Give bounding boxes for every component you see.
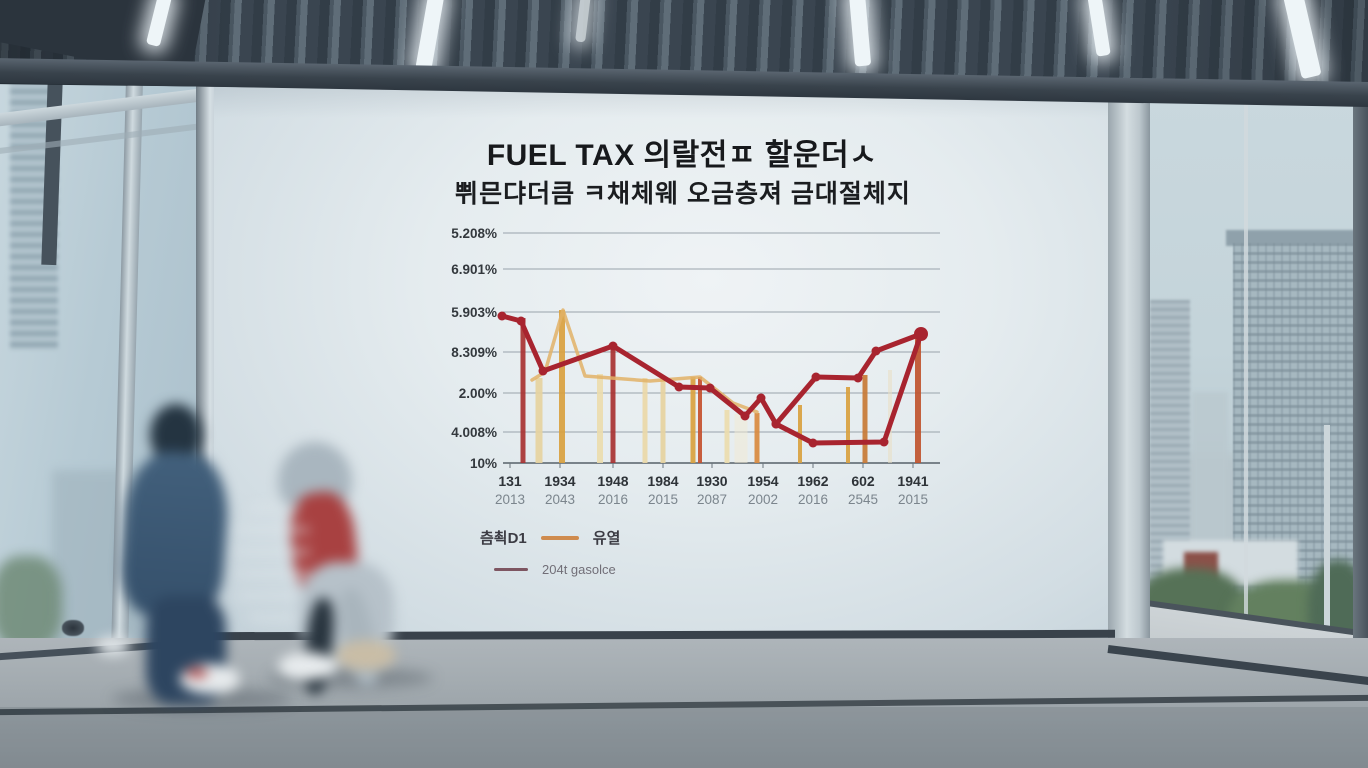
legend-swatch-orange [540, 535, 579, 540]
bar [888, 370, 892, 463]
red-line-branch-marker [871, 346, 881, 356]
legend-label-gasoline: 204t gasolce [542, 562, 616, 577]
x-axis-label-bottom: 2016 [798, 492, 828, 507]
x-axis-label-bottom: 2016 [598, 492, 628, 507]
x-axis-label-bottom: 2043 [545, 492, 575, 507]
bar [724, 410, 730, 463]
x-axis-label-top: 1934 [544, 473, 575, 489]
tower-roof [1226, 230, 1358, 246]
y-axis-label: 2.00% [459, 386, 497, 401]
y-axis-label: 10% [470, 456, 497, 471]
red-line-branch-marker [916, 329, 926, 339]
bar [642, 378, 648, 463]
fuel-tax-chart: 5.208% 6.901% 5.903% 8.309% 2.00% 4.008% 10%13… [451, 226, 940, 507]
legend-swatch-maroon [494, 567, 528, 572]
red-line-main-marker [674, 382, 684, 392]
x-axis-label-top: 131 [498, 473, 522, 489]
bar [690, 377, 696, 463]
y-axis-label: 5.208% [451, 226, 497, 241]
person-torso [118, 448, 232, 621]
red-line-main-marker [497, 311, 507, 321]
backpack [236, 504, 310, 622]
bar [535, 378, 543, 463]
legend-label-right: 유열 [592, 530, 621, 547]
bar [610, 345, 616, 463]
red-line-main-marker [740, 411, 750, 421]
bar [862, 375, 868, 463]
red-line-branch-marker [811, 372, 821, 382]
bar [698, 377, 702, 463]
bar [846, 387, 850, 463]
x-axis-label-top: 1948 [597, 473, 628, 489]
y-axis-label: 6.901% [451, 262, 497, 277]
legend-row-2: 204t gasolce [494, 562, 616, 577]
x-axis-label-top: 1930 [696, 473, 727, 489]
x-axis-label-bottom: 2002 [748, 492, 778, 507]
small-dark-object [62, 620, 84, 636]
red-line-branch-marker [771, 419, 781, 429]
red-line-main-marker [808, 438, 818, 448]
bar [597, 374, 603, 463]
x-axis-label-bottom: 2087 [697, 492, 727, 507]
bar [559, 310, 565, 463]
x-axis-label-top: 1954 [747, 473, 778, 489]
red-line-main-marker [516, 316, 526, 326]
bar [734, 414, 748, 463]
pole [1324, 425, 1330, 660]
red-line-main-marker [608, 341, 618, 351]
bar [915, 335, 921, 463]
x-axis-label-bottom: 2015 [898, 492, 928, 507]
window-frame-column [1108, 48, 1150, 673]
x-axis-label-bottom: 2013 [495, 492, 525, 507]
red-line-main-marker [538, 366, 548, 376]
x-axis-label-top: 1984 [647, 473, 678, 489]
y-axis-label: 8.309% [451, 345, 497, 360]
shoe-accent [186, 668, 208, 678]
red-line-branch-marker [853, 373, 863, 383]
orange-line [530, 308, 759, 414]
bar [660, 380, 666, 463]
x-axis-label-bottom: 2015 [648, 492, 678, 507]
person-shoe [96, 636, 130, 656]
floor-foreground [0, 707, 1368, 768]
y-axis-label: 5.903% [451, 305, 497, 320]
bar [754, 413, 760, 463]
legend-row-1: 츰쵝D1 유열 [480, 527, 620, 548]
x-axis-label-bottom: 2545 [848, 492, 878, 507]
person-shoe [278, 652, 336, 680]
x-axis-label-top: 1962 [797, 473, 828, 489]
bar [520, 318, 526, 463]
window-mullion [1244, 0, 1248, 700]
person-shoe [336, 640, 396, 670]
chart-title-line2: 쀠믄댜더큼 ㅋ채체웨 오금층져 금대절체지 [455, 180, 911, 208]
y-axis-label: 4.008% [451, 425, 497, 440]
red-line-main-marker [879, 437, 889, 447]
legend-label-left: 츰쵝D1 [480, 530, 527, 547]
red-line-main [499, 313, 924, 446]
trees-left [0, 556, 62, 651]
red-line-main-marker [705, 383, 715, 393]
x-axis-label-top: 1941 [897, 473, 928, 489]
window-right-edge [1353, 0, 1368, 768]
chart-title-line1: FUEL TAX 의랄전ㅍ 할운더ㅅ [486, 139, 878, 172]
x-axis-label-top: 602 [851, 473, 875, 489]
red-line-main-marker [756, 393, 766, 403]
